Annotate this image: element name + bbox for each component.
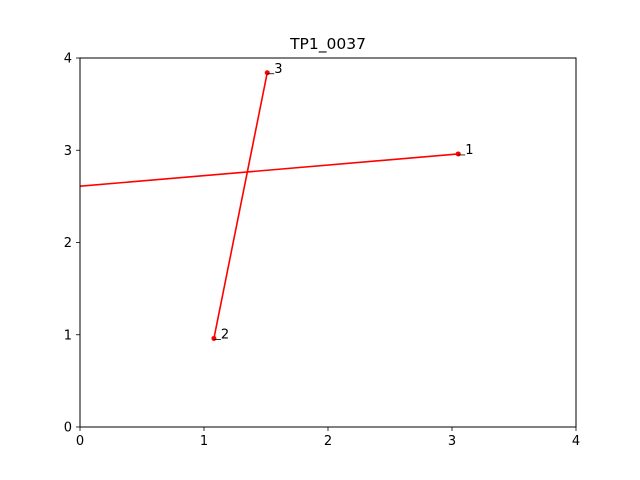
point-label-2: 2 — [221, 327, 229, 342]
data-point-3 — [264, 70, 270, 76]
x-tick-label: 4 — [572, 434, 580, 449]
data-point-1 — [455, 151, 461, 157]
x-tick-label: 3 — [448, 434, 456, 449]
data-point-2 — [211, 335, 217, 341]
series-line-1 — [79, 153, 459, 188]
chart-title: TP1_0037 — [289, 35, 366, 54]
y-tick-label: 0 — [64, 421, 72, 436]
y-tick-label: 1 — [64, 328, 72, 343]
y-tick-label: 4 — [64, 52, 72, 67]
point-label-3: 3 — [274, 62, 282, 77]
x-tick-label: 0 — [76, 434, 84, 449]
plot-area: 0 1 2 3 4 0 1 2 3 4 1 2 3 — [64, 52, 580, 450]
x-tick-label: 1 — [200, 434, 208, 449]
point-label-1: 1 — [465, 143, 473, 158]
y-tick-label: 2 — [64, 236, 72, 251]
series-line-2 — [213, 72, 269, 339]
y-tick-label: 3 — [64, 144, 72, 159]
x-tick-label: 2 — [324, 434, 332, 449]
axes-frame — [79, 57, 577, 428]
